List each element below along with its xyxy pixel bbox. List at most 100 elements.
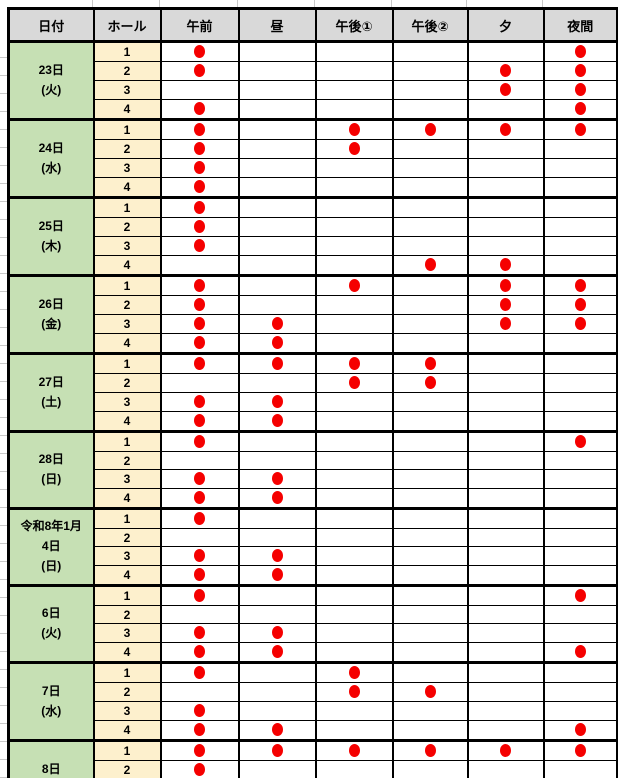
- table-row: 25日 (木) 1: [7, 196, 618, 276]
- slot-cell-night: [542, 217, 618, 237]
- slot-cell-night: [542, 760, 618, 778]
- reserved-dot-icon: [194, 357, 205, 371]
- slot-cell-afternoon2: [391, 196, 469, 218]
- table-row: 3: [9, 80, 618, 100]
- slot-cell-evening: [466, 760, 545, 778]
- slot-cell-noon: [237, 392, 317, 412]
- slot-cell-afternoon2: [391, 739, 469, 761]
- slot-cell-afternoon2: [391, 255, 469, 276]
- table-row: 4: [9, 720, 618, 741]
- hall-number-cell: 3: [92, 546, 162, 566]
- hall-number-cell: 2: [92, 373, 162, 393]
- hall-number-cell: 1: [92, 118, 162, 140]
- slot-cell-night: [542, 314, 618, 334]
- slot-cell-afternoon1: [314, 430, 394, 452]
- slot-cell-afternoon2: [391, 80, 469, 100]
- slot-cell-afternoon2: [391, 373, 469, 393]
- slot-cell-noon: [237, 605, 317, 624]
- slot-cell-afternoon1: [314, 469, 394, 489]
- slot-cell-night: [542, 565, 618, 586]
- slot-cell-afternoon2: [391, 488, 469, 509]
- date-line: 令和8年1月: [20, 519, 82, 534]
- date-line: 25日: [38, 218, 64, 233]
- reserved-dot-icon: [500, 298, 511, 312]
- slot-cell-noon: [237, 255, 317, 276]
- slot-cell-morning: [159, 701, 240, 721]
- table-row: 3: [9, 392, 618, 412]
- reserved-dot-icon: [574, 64, 586, 78]
- slot-cell-afternoon2: [391, 217, 469, 237]
- hall-number-cell: 3: [92, 392, 162, 412]
- slot-cell-noon: [237, 196, 317, 218]
- margin-gridlines: [0, 40, 7, 778]
- slot-cell-morning: [159, 565, 240, 586]
- reserved-dot-icon: [500, 258, 511, 272]
- slot-cell-morning: [159, 623, 240, 643]
- table-row: 7日 (水) 1: [7, 661, 618, 741]
- reserved-dot-icon: [271, 395, 283, 409]
- slot-cell-afternoon2: [391, 661, 469, 683]
- table-row: 2: [9, 61, 618, 81]
- hall-number-cell: 2: [92, 217, 162, 237]
- slot-cell-evening: [466, 217, 545, 237]
- reserved-dot-icon: [500, 317, 511, 331]
- slot-cell-evening: [466, 701, 545, 721]
- table-row: 4: [9, 565, 618, 586]
- slot-cell-evening: [466, 565, 545, 586]
- slot-cell-noon: [237, 642, 317, 663]
- slot-cell-noon: [237, 158, 317, 178]
- reserved-dot-icon: [500, 83, 511, 97]
- slot-cell-noon: [237, 451, 317, 470]
- reserved-dot-icon: [348, 666, 360, 680]
- table-row: 3: [9, 158, 618, 178]
- date-cell: 8日(木): [7, 739, 95, 778]
- slot-cell-evening: [466, 40, 545, 62]
- reserved-dot-icon: [348, 142, 360, 156]
- header-row: 日付 ホール 午前 昼 午後① 午後② 夕 夜間: [7, 7, 618, 43]
- reserved-dot-icon: [194, 512, 205, 526]
- slot-cell-noon: [237, 373, 317, 393]
- slot-cell-noon: [237, 236, 317, 256]
- hall-number-cell: 1: [92, 274, 162, 296]
- slot-cell-night: [542, 392, 618, 412]
- reserved-dot-icon: [271, 549, 283, 563]
- reserved-dot-icon: [271, 744, 283, 758]
- slot-cell-night: [542, 546, 618, 566]
- slot-cell-evening: [466, 623, 545, 643]
- date-line: 24日: [38, 140, 64, 155]
- reserved-dot-icon: [194, 472, 205, 486]
- slot-cell-afternoon1: [314, 61, 394, 81]
- slot-cell-night: [542, 430, 618, 452]
- slot-cell-morning: [159, 392, 240, 412]
- slot-cell-morning: [159, 373, 240, 393]
- slot-cell-noon: [237, 99, 317, 120]
- reserved-dot-icon: [194, 414, 205, 428]
- hall-number-cell: 4: [92, 720, 162, 741]
- slot-cell-afternoon1: [314, 139, 394, 159]
- slot-cell-afternoon1: [314, 605, 394, 624]
- reserved-dot-icon: [194, 45, 205, 59]
- hall-number-cell: 3: [92, 236, 162, 256]
- slot-cell-afternoon1: [314, 411, 394, 432]
- slot-cell-evening: [466, 373, 545, 393]
- slot-cell-night: [542, 605, 618, 624]
- margin-gridline-tick: [542, 0, 543, 7]
- reserved-dot-icon: [574, 83, 586, 97]
- slot-cell-afternoon2: [391, 469, 469, 489]
- hall-number-cell: 3: [92, 469, 162, 489]
- slot-cell-morning: [159, 507, 240, 529]
- slot-cell-noon: [237, 682, 317, 702]
- reserved-dot-icon: [574, 317, 586, 331]
- hall-number-cell: 1: [92, 352, 162, 374]
- date-line: 27日: [38, 374, 64, 389]
- slot-cell-noon: [237, 177, 317, 198]
- slot-cell-afternoon2: [391, 451, 469, 470]
- slot-cell-afternoon1: [314, 255, 394, 276]
- slot-cell-morning: [159, 158, 240, 178]
- slot-cell-afternoon2: [391, 333, 469, 354]
- reserved-dot-icon: [271, 357, 283, 371]
- table-row: 4: [9, 488, 618, 509]
- hall-number-cell: 4: [92, 333, 162, 354]
- reserved-dot-icon: [194, 142, 205, 156]
- slot-cell-noon: [237, 469, 317, 489]
